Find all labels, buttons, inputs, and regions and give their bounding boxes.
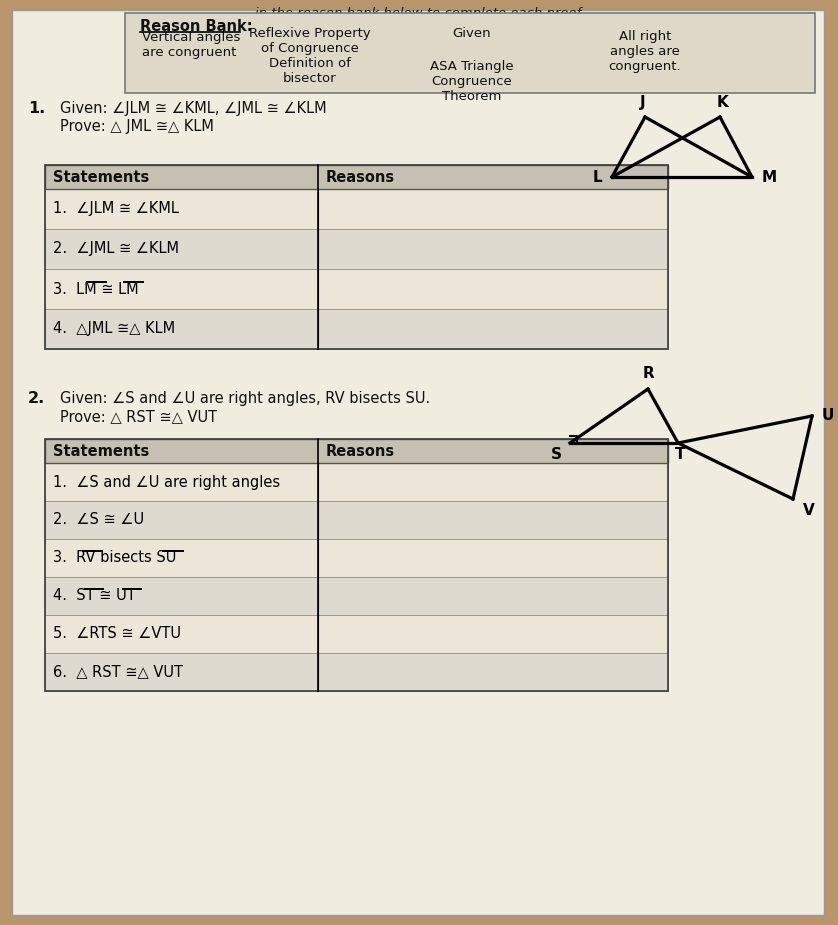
Text: Definition of
bisector: Definition of bisector [269,57,351,85]
Bar [45,653,668,691]
Text: Given: Given [453,27,491,40]
Text: 2.  ∠S ≅ ∠U: 2. ∠S ≅ ∠U [53,512,144,527]
Text: Statements: Statements [53,169,149,184]
Text: ASA Triangle
Congruence
Theorem: ASA Triangle Congruence Theorem [430,60,514,103]
Text: Prove: △ JML ≅△ KLM: Prove: △ JML ≅△ KLM [60,119,214,134]
Text: Given: ∠JLM ≅ ∠KML, ∠JML ≅ ∠KLM: Given: ∠JLM ≅ ∠KML, ∠JML ≅ ∠KLM [60,101,327,116]
Bar [45,229,668,269]
Text: M: M [762,169,777,184]
Text: All right
angles are
congruent.: All right angles are congruent. [608,30,681,73]
Text: T: T [675,447,685,462]
Bar [125,13,815,93]
Bar [45,615,668,653]
Text: 2.  ∠JML ≅ ∠KLM: 2. ∠JML ≅ ∠KLM [53,241,179,256]
Text: Prove: △ RST ≅△ VUT: Prove: △ RST ≅△ VUT [60,409,217,424]
Text: K: K [716,95,728,110]
Text: Statements: Statements [53,443,149,459]
Text: L: L [592,169,602,184]
Text: 4.  △JML ≅△ KLM: 4. △JML ≅△ KLM [53,322,175,337]
Text: Vertical angles
are congruent: Vertical angles are congruent [142,31,241,59]
Bar [45,309,668,349]
Text: 2.: 2. [28,391,45,406]
Text: Given: ∠S and ∠U are right angles, RV bisects SU.: Given: ∠S and ∠U are right angles, RV bi… [60,391,430,406]
Bar [45,269,668,309]
Text: 1.: 1. [28,101,45,116]
Text: Reflexive Property
of Congruence: Reflexive Property of Congruence [249,27,371,55]
Bar [45,501,668,539]
Text: U: U [822,409,835,424]
Text: V: V [803,503,815,518]
Bar [45,539,668,577]
Text: 4.  ST ≅ UT: 4. ST ≅ UT [53,588,136,603]
Text: J: J [640,95,646,110]
Text: Reasons: Reasons [326,443,396,459]
Bar [45,577,668,615]
Text: 3.  LM ≅ LM: 3. LM ≅ LM [53,281,138,297]
Text: 6.  △ RST ≅△ VUT: 6. △ RST ≅△ VUT [53,664,183,680]
Bar [45,463,668,501]
Bar [45,165,668,189]
Text: Reason Bank:: Reason Bank: [140,19,252,34]
Text: 5.  ∠RTS ≅ ∠VTU: 5. ∠RTS ≅ ∠VTU [53,626,181,642]
Text: R: R [642,366,654,381]
Bar [45,439,668,691]
Bar [45,189,668,229]
Text: in the reason bank below to complete each proof.: in the reason bank below to complete eac… [255,7,585,20]
Text: 3.  RV bisects SU: 3. RV bisects SU [53,550,176,565]
Text: S: S [551,447,562,462]
Text: 1.  ∠JLM ≅ ∠KML: 1. ∠JLM ≅ ∠KML [53,202,178,216]
Bar [45,165,668,349]
Text: Reasons: Reasons [326,169,396,184]
Bar [45,439,668,463]
Text: 1.  ∠S and ∠U are right angles: 1. ∠S and ∠U are right angles [53,475,280,489]
